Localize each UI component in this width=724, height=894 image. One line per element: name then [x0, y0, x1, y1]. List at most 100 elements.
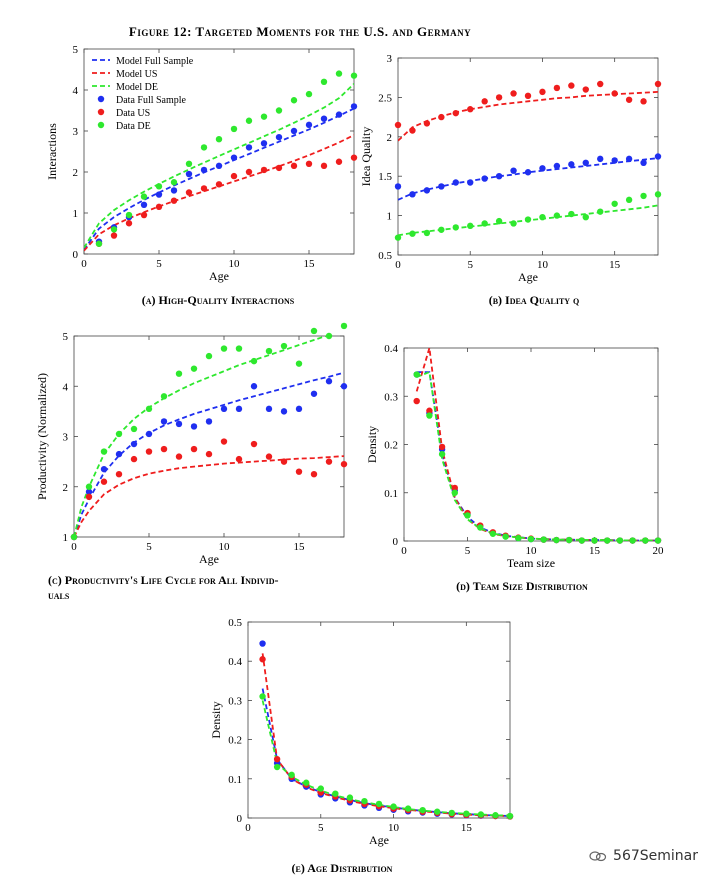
data-point-data-full-sample [185, 170, 193, 178]
chart-caption: (b) Idea Quality q [489, 293, 580, 307]
y-tick-label: 0.4 [228, 656, 242, 668]
data-point-data-full-sample [275, 133, 283, 141]
data-point-data-us [611, 90, 618, 97]
data-point-data-de [604, 537, 611, 544]
data-point-data-us [273, 756, 281, 763]
data-point-data-us [280, 458, 288, 465]
series-line-model-us [84, 134, 354, 252]
x-tick-label: 15 [609, 259, 621, 271]
data-point-data-de [467, 222, 474, 230]
data-point-data-de [190, 365, 198, 372]
data-point-data-de [524, 216, 532, 223]
data-point-data-de [629, 537, 636, 544]
data-point-data-us [145, 448, 153, 455]
data-point-data-de [568, 210, 575, 218]
series-line-model-us [261, 653, 510, 817]
data-point-data-de [495, 217, 503, 225]
data-point-data-de [611, 200, 618, 207]
data-point-data-de [350, 72, 358, 79]
x-axis-label: Age [518, 270, 538, 284]
data-point-data-de [654, 537, 662, 544]
data-point-data-full-sample [539, 165, 546, 172]
data-point-data-de [320, 78, 328, 86]
data-point-data-us [185, 189, 193, 196]
series-line-model-us [398, 91, 658, 142]
x-axis-label: Age [209, 269, 229, 283]
data-point-data-de [591, 537, 598, 544]
data-point-data-us [350, 154, 358, 161]
data-point-data-us [260, 166, 268, 174]
data-point-data-us [467, 106, 474, 113]
x-axis-label: Age [369, 833, 389, 847]
data-point-data-full-sample [259, 640, 266, 647]
data-point-data-de [305, 90, 313, 98]
data-point-data-de [325, 332, 333, 340]
data-point-data-de [125, 211, 133, 219]
data-point-data-de [394, 234, 402, 241]
data-point-data-full-sample [260, 140, 268, 147]
data-point-data-full-sample [215, 162, 223, 170]
series-line-model-us [74, 455, 344, 537]
y-tick-label: 1.5 [378, 171, 392, 183]
data-point-data-us [205, 450, 213, 458]
x-tick-label: 5 [467, 259, 473, 271]
data-point-data-de [642, 537, 649, 544]
data-point-data-us [325, 458, 333, 465]
data-point-data-full-sample [170, 187, 178, 194]
data-point-data-full-sample [524, 169, 532, 176]
x-tick-label: 15 [461, 822, 473, 834]
x-tick-label: 20 [653, 545, 665, 557]
data-point-data-full-sample [160, 418, 168, 425]
y-tick-label: 0.5 [228, 617, 242, 629]
data-point-data-de [130, 425, 138, 433]
data-point-data-us [625, 96, 633, 103]
data-point-data-de [259, 693, 266, 700]
series-line-model-de [84, 83, 354, 249]
y-tick-label: 2 [73, 167, 79, 179]
data-point-data-us [160, 445, 168, 453]
y-tick-label: 3 [63, 432, 69, 444]
data-point-data-full-sample [568, 161, 575, 168]
x-tick-label: 0 [395, 259, 401, 271]
data-point-data-us [310, 470, 318, 478]
plot-frame [73, 335, 345, 538]
data-point-data-us [275, 164, 283, 172]
x-axis-label: Team size [507, 556, 555, 570]
data-point-data-de [290, 97, 298, 104]
data-point-data-de [275, 107, 283, 114]
data-point-data-full-sample [250, 383, 258, 390]
data-point-data-full-sample [467, 179, 474, 186]
y-tick-label: 3 [73, 126, 79, 138]
data-point-data-de [220, 345, 228, 352]
y-tick-label: 0.1 [384, 488, 398, 500]
data-point-data-de [260, 113, 268, 120]
x-tick-label: 0 [71, 541, 77, 553]
y-tick-label: 0 [393, 536, 399, 548]
y-tick-label: 1 [63, 532, 69, 544]
data-point-data-de [477, 524, 484, 531]
y-tick-label: 4 [73, 85, 79, 97]
data-point-data-de [70, 533, 78, 541]
data-point-data-us [220, 438, 228, 445]
x-tick-label: 10 [526, 545, 538, 557]
y-tick-label: 3 [387, 53, 393, 65]
data-point-data-de [361, 797, 368, 805]
data-point-data-de [565, 536, 573, 544]
data-point-data-us [175, 453, 183, 460]
series-line-model-de [74, 336, 329, 537]
data-point-data-us [640, 98, 647, 105]
data-point-data-us [438, 113, 445, 121]
data-point-data-full-sample [553, 162, 561, 170]
data-point-data-de [527, 535, 535, 543]
data-point-data-us [481, 98, 488, 105]
legend-swatch [97, 95, 105, 103]
data-point-data-de [273, 763, 281, 771]
data-point-data-us [259, 656, 266, 663]
data-point-data-full-sample [175, 420, 183, 428]
data-point-data-full-sample [245, 144, 253, 151]
chart-caption-continued: uals [48, 588, 70, 602]
data-point-data-us [423, 120, 431, 127]
data-point-data-us [125, 220, 133, 227]
data-point-data-us [426, 407, 433, 414]
